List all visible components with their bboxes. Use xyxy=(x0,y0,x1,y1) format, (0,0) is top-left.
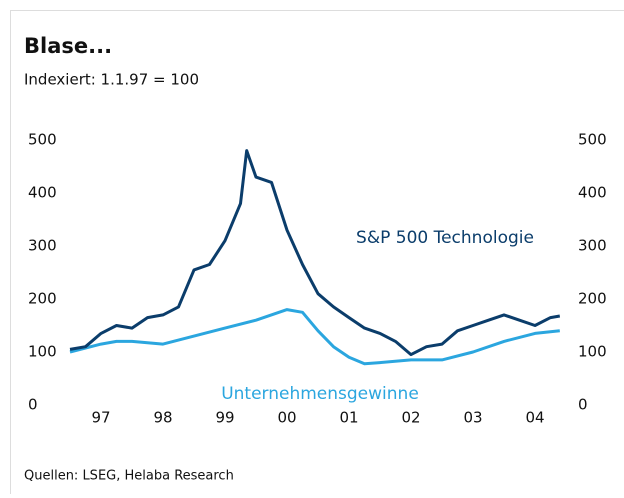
y2-tick-label: 200 xyxy=(578,290,607,308)
y-tick-label: 400 xyxy=(28,184,57,202)
x-tick-label: 04 xyxy=(525,409,544,427)
y2-tick-label: 0 xyxy=(578,396,588,414)
x-tick-label: 99 xyxy=(215,409,234,427)
x-tick-label: 01 xyxy=(339,409,358,427)
x-tick-label: 03 xyxy=(463,409,482,427)
y-tick-label: 200 xyxy=(28,290,57,308)
x-tick-label: 00 xyxy=(277,409,296,427)
x-tick-label: 97 xyxy=(91,409,110,427)
y2-tick-label: 300 xyxy=(578,237,607,255)
annotation: S&P 500 Technologie xyxy=(356,228,534,248)
source: Quellen: LSEG, Helaba Research xyxy=(24,469,234,484)
x-tick-label: 02 xyxy=(401,409,420,427)
x-tick-label: 98 xyxy=(153,409,172,427)
y-tick-label: 500 xyxy=(28,131,57,149)
series-line xyxy=(70,151,560,355)
y-tick-label: 300 xyxy=(28,237,57,255)
y-tick-label: 0 xyxy=(28,396,38,414)
chart-subtitle: Indexiert: 1.1.97 = 100 xyxy=(24,71,199,89)
chart-title: Blase... xyxy=(24,34,112,58)
y-tick-label: 100 xyxy=(28,343,57,361)
series-line xyxy=(70,310,560,364)
y2-tick-label: 100 xyxy=(578,343,607,361)
y2-tick-label: 500 xyxy=(578,131,607,149)
annotation: Unternehmensgewinne xyxy=(221,384,419,404)
y2-tick-label: 400 xyxy=(578,184,607,202)
